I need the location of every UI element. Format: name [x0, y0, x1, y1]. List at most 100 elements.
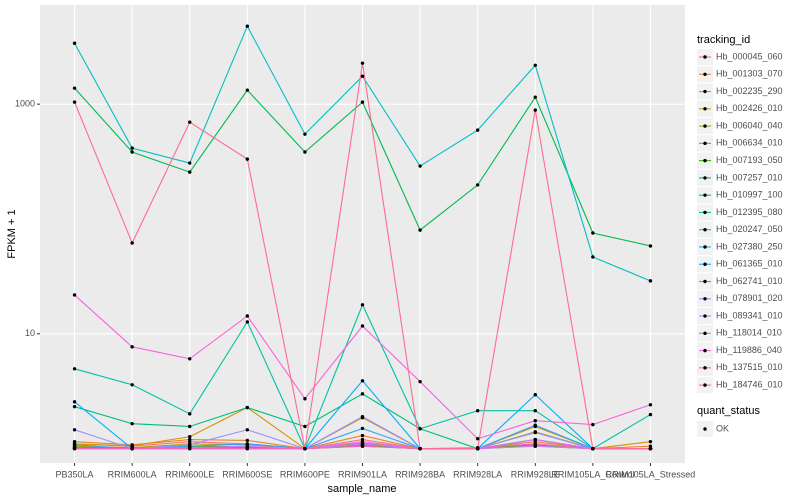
data-point [475, 409, 480, 413]
legend-swatch-point [703, 124, 707, 128]
data-point [360, 414, 365, 419]
data-point [360, 100, 365, 104]
legend-swatch-point [703, 245, 707, 249]
y-tick-label: 10 [25, 328, 35, 338]
data-point [130, 345, 134, 349]
legend-label: Hb_002235_290 [716, 86, 783, 96]
data-point [130, 446, 134, 451]
legend-swatch-point [703, 89, 707, 94]
data-point [245, 157, 250, 161]
data-point [188, 357, 192, 361]
x-tick-label: RRIM928LA [453, 469, 502, 479]
data-point [303, 397, 307, 401]
data-point [245, 88, 250, 92]
legend-label: Hb_007257_010 [716, 172, 783, 182]
legend-swatch-point [703, 348, 707, 353]
data-point [418, 228, 422, 232]
data-point [245, 320, 250, 324]
legend-label: Hb_020247_050 [716, 224, 783, 234]
data-point [648, 403, 653, 407]
legend-swatch-point [703, 193, 707, 197]
data-point [130, 383, 134, 387]
data-point [648, 444, 653, 448]
legend-label: Hb_006040_040 [716, 120, 783, 130]
legend-label: Hb_078901_020 [716, 293, 783, 303]
x-tick-label: PB350LA [56, 469, 94, 479]
x-tick-label: RRIM928LE [511, 469, 560, 479]
data-point [360, 444, 365, 448]
data-point [648, 244, 653, 248]
legend-swatch-point [703, 297, 707, 301]
data-point [245, 446, 250, 451]
legend-swatch-point [703, 158, 707, 163]
data-point [72, 367, 77, 371]
data-point [188, 443, 192, 447]
data-point [72, 446, 77, 451]
legend-label: Hb_062741_010 [716, 276, 783, 286]
data-point [188, 437, 192, 442]
legend-swatch-point [703, 228, 707, 232]
data-point [188, 424, 192, 429]
legend-swatch-point [703, 383, 707, 387]
data-point [303, 132, 307, 136]
data-point [591, 446, 595, 451]
data-point [72, 428, 77, 432]
point-legend-title: quant_status [697, 405, 760, 417]
data-point [533, 430, 537, 435]
x-tick-label: RRIM600LE [165, 469, 214, 479]
data-point [418, 379, 422, 384]
data-point [591, 231, 595, 235]
data-point [245, 405, 250, 410]
legend-swatch-point [703, 141, 707, 146]
data-point [130, 150, 134, 154]
legend-swatch-point [703, 55, 707, 59]
data-point [533, 409, 537, 413]
data-point [245, 24, 250, 28]
x-axis-label: sample_name [327, 483, 396, 495]
data-point [130, 241, 134, 245]
data-point [533, 95, 537, 99]
legend-label: Hb_000045_060 [716, 51, 783, 61]
data-point [648, 446, 653, 451]
data-point [360, 324, 365, 328]
x-tick-label: RRIM105LA_Control [551, 469, 634, 479]
data-point [475, 128, 480, 132]
legend-label: Hb_119886_040 [716, 345, 782, 355]
data-point [72, 443, 77, 447]
legend-label: Hb_007193_050 [716, 155, 783, 165]
data-point [360, 392, 365, 396]
data-point [303, 150, 307, 154]
data-point [360, 426, 365, 431]
data-point [188, 435, 192, 439]
legend-swatch-point [703, 72, 707, 76]
legend-label: Hb_002426_010 [716, 103, 783, 113]
data-point [418, 427, 422, 431]
data-point [72, 400, 77, 404]
legend-swatch-point [703, 107, 707, 111]
legend-label: Hb_061365_010 [716, 259, 783, 269]
x-tick-label: RRIM901LA [338, 469, 387, 479]
data-point [188, 412, 192, 416]
data-point [188, 170, 192, 174]
data-point [648, 412, 653, 417]
y-axis-label: FPKM + 1 [6, 209, 18, 258]
legend-label: Hb_012395_080 [716, 207, 783, 217]
data-point [72, 86, 77, 90]
data-point [303, 446, 307, 451]
data-point [245, 438, 250, 443]
data-point [360, 439, 365, 444]
data-point [475, 446, 480, 451]
data-point [475, 183, 480, 187]
legend-swatch-point [703, 331, 707, 336]
data-point [418, 446, 422, 451]
x-tick-label: RRIM105LA_Stressed [606, 469, 696, 479]
point-legend-label: OK [716, 423, 729, 433]
data-point [130, 146, 134, 150]
data-point [188, 120, 192, 124]
data-point [130, 421, 134, 426]
data-point [533, 423, 537, 427]
data-point [533, 442, 537, 446]
data-point [72, 293, 77, 297]
data-point [245, 428, 250, 432]
